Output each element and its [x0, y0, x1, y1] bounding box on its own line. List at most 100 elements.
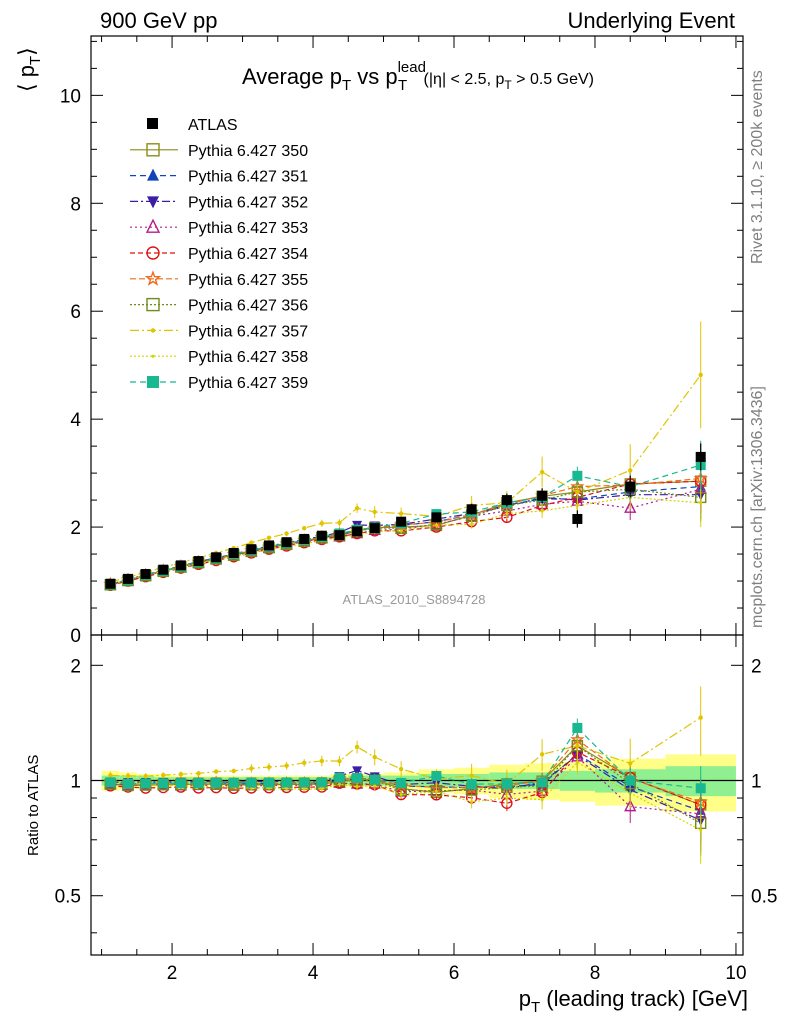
atlas-data-point	[369, 523, 380, 534]
data-point	[302, 787, 306, 791]
data-point	[399, 793, 403, 797]
ratio-tick-label-left: 0.5	[55, 887, 81, 908]
ratio-tick-label-left: 2	[70, 656, 81, 677]
data-point	[337, 758, 342, 764]
data-point	[575, 760, 579, 764]
main-plot-area: 0 2 4 6 8 10	[60, 35, 744, 955]
series-line	[110, 464, 701, 585]
data-point	[354, 744, 360, 750]
series-line	[110, 494, 701, 585]
data-point	[352, 772, 363, 783]
data-point	[228, 777, 239, 788]
atlas-data-point	[431, 512, 442, 523]
data-point	[316, 777, 327, 788]
data-point	[575, 743, 580, 748]
data-point	[146, 143, 160, 157]
data-point	[354, 505, 360, 511]
series-line	[110, 477, 701, 585]
y-tick-label: 2	[70, 518, 81, 539]
ratio-axis-label: Ratio to ATLAS	[25, 755, 42, 856]
data-point	[146, 246, 160, 260]
data-point	[698, 372, 703, 378]
data-point	[231, 768, 236, 774]
data-point	[470, 800, 474, 804]
data-point	[246, 777, 257, 788]
series-line	[110, 488, 701, 586]
legend-marker-atlas	[147, 118, 158, 129]
data-point	[196, 771, 201, 776]
data-point	[396, 777, 407, 788]
atlas-data-point	[316, 530, 327, 541]
data-point	[145, 218, 161, 233]
x-axis-label: pT (leading track) [GeV]	[519, 986, 748, 1016]
legend-label: Pythia 6.427 358	[188, 349, 308, 366]
atlas-data-point	[211, 552, 222, 563]
data-point	[284, 763, 289, 768]
data-point	[399, 529, 403, 533]
atlas-data-point	[263, 540, 274, 551]
atlas-data-point	[246, 544, 257, 555]
mcplots-credit-label: mcplots.cern.ch [arXiv:1306.3436]	[749, 386, 766, 628]
data-point	[147, 196, 159, 209]
data-point	[575, 489, 580, 495]
ratio-series-10	[105, 718, 706, 814]
legend: ATLAS Pythia 6.427 350 Pythia 6.427 351 Pyt…	[130, 117, 308, 392]
data-point	[249, 540, 254, 545]
data-point	[505, 796, 509, 800]
ratio-tick-label-left: 1	[70, 772, 81, 793]
data-point	[319, 521, 325, 526]
atlas-data-point	[299, 533, 310, 544]
data-point	[144, 270, 162, 286]
analysis-watermark: ATLAS_2010_S8894728	[343, 592, 486, 607]
data-point	[398, 511, 404, 516]
ratio-tick-label-right: 2	[751, 656, 762, 677]
y-axis-label: ⟨ pT⟩	[14, 47, 44, 92]
data-point	[540, 798, 544, 802]
ratio-tick-label-right: 0.5	[751, 887, 777, 908]
data-point	[123, 778, 134, 789]
series-7	[104, 473, 707, 591]
series-line	[110, 486, 701, 586]
atlas-data-point	[140, 569, 151, 580]
series-line	[110, 480, 701, 586]
data-point	[108, 773, 113, 778]
ratio-series-line	[110, 744, 702, 824]
data-point	[466, 779, 477, 790]
data-point	[337, 782, 341, 786]
x-tick-label: 6	[449, 963, 460, 984]
data-point	[539, 469, 545, 475]
atlas-data-point	[352, 526, 363, 537]
data-point	[263, 777, 274, 788]
data-point	[434, 790, 438, 794]
data-point	[537, 777, 548, 788]
data-point	[398, 766, 404, 772]
data-point	[285, 786, 289, 790]
y-tick-label: 6	[70, 302, 81, 323]
atlas-data-point	[158, 564, 169, 575]
data-point	[505, 512, 509, 516]
atlas-data-point	[334, 530, 345, 541]
data-point	[213, 769, 219, 774]
series-10	[105, 440, 706, 590]
ratio-tick-label-right: 1	[751, 772, 762, 793]
data-point	[178, 771, 184, 777]
header-left: 900 GeV pp	[100, 8, 217, 33]
atlas-data-point	[625, 481, 636, 492]
data-point	[302, 525, 307, 531]
atlas-data-point	[105, 578, 116, 589]
data-point	[143, 773, 148, 779]
data-point	[302, 760, 307, 766]
plot-title: Average pT vs plead T (|η| < 2.5, pT > 0.…	[242, 59, 594, 94]
y-tick-label: 0	[70, 626, 81, 647]
data-point	[575, 503, 579, 507]
data-point	[369, 774, 380, 785]
atlas-data-point	[193, 556, 204, 567]
data-point	[175, 778, 186, 789]
data-point	[695, 783, 706, 794]
data-point	[624, 799, 637, 812]
legend-label: Pythia 6.427 357	[188, 323, 308, 340]
atlas-data-point	[175, 560, 186, 571]
data-point	[147, 168, 159, 181]
legend-label: Pythia 6.427 356	[188, 298, 308, 315]
